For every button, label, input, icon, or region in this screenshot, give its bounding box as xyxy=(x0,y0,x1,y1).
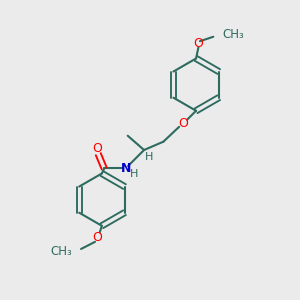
Text: CH₃: CH₃ xyxy=(222,28,244,41)
Text: O: O xyxy=(178,117,188,130)
Text: H: H xyxy=(130,169,138,179)
Text: O: O xyxy=(194,37,203,50)
Text: H: H xyxy=(145,152,154,161)
Text: O: O xyxy=(92,142,102,155)
Text: O: O xyxy=(92,231,102,244)
Text: N: N xyxy=(120,162,131,175)
Text: CH₃: CH₃ xyxy=(50,245,72,258)
